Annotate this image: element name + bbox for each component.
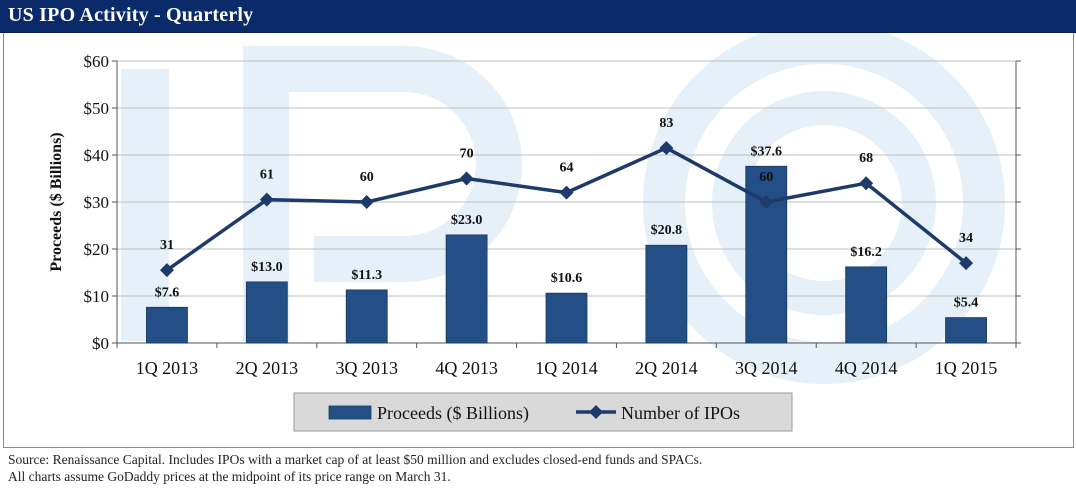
proceeds-bar (245, 281, 288, 344)
proceeds-bar (146, 306, 188, 344)
ipo-count-data-label: 60 (759, 170, 773, 185)
ipo-count-marker (259, 192, 274, 207)
proceeds-data-label: $13.0 (251, 260, 283, 275)
legend-bar-swatch (328, 405, 372, 420)
ipo-count-data-label: 61 (260, 168, 274, 183)
legend-label-proceeds: Proceeds ($ Billions) (377, 403, 529, 424)
proceeds-data-label: $10.6 (551, 271, 583, 286)
proceeds-bar (345, 289, 388, 344)
ipo-count-marker (959, 256, 974, 271)
ipo-count-marker (859, 176, 874, 191)
legend-label-ipo-count: Number of IPOs (621, 403, 740, 423)
y-tick-label: $60 (84, 52, 110, 71)
x-tick-label: 1Q 2015 (935, 358, 998, 378)
proceeds-data-label: $5.4 (954, 296, 979, 311)
proceeds-data-label: $16.2 (850, 245, 882, 260)
legend-marker-swatch (589, 405, 603, 419)
ipo-count-data-label: 83 (659, 116, 673, 131)
ipo-count-data-label: 60 (360, 170, 374, 185)
y-tick-label: $30 (84, 193, 110, 212)
x-tick-label: 2Q 2014 (635, 358, 698, 378)
chart-title: US IPO Activity - Quarterly (8, 4, 254, 26)
proceeds-bar (845, 266, 888, 344)
x-tick-label: 4Q 2014 (835, 358, 898, 378)
legend-box (293, 392, 793, 432)
chart-frame: $0 $10 $20 $30 $40 $50 $60 Proceeds ($ Billions… (3, 33, 1074, 448)
watermark-letter-o-outer (643, 33, 1005, 384)
proceeds-bar (445, 234, 488, 344)
ipo-combo-chart: $0 $10 $20 $30 $40 $50 $60 Proceeds ($ Billions… (48, 33, 1021, 432)
ipo-count-marker (759, 195, 774, 209)
x-tick-label: 1Q 2014 (535, 358, 598, 378)
ipo-count-data-label: 34 (959, 231, 973, 246)
ipo-count-marker (659, 140, 674, 155)
y-tick-label: $0 (92, 334, 109, 353)
ipo-count-marker (559, 185, 574, 200)
x-tick-label: 2Q 2013 (236, 358, 299, 378)
ipo-count-data-label: 70 (460, 147, 474, 162)
y-tick-label: $40 (84, 146, 110, 165)
y-tick-label: $50 (84, 99, 110, 118)
proceeds-data-label: $11.3 (351, 268, 382, 283)
ipo-count-data-label: 64 (560, 161, 574, 176)
ipo-count-data-label: 31 (160, 238, 174, 253)
source-note-line-1: Source: Renaissance Capital. Includes IP… (8, 452, 703, 467)
ipo-count-marker (459, 171, 474, 186)
proceeds-data-label: $20.8 (651, 223, 683, 238)
proceeds-data-label: $7.6 (155, 285, 180, 300)
proceeds-bar (545, 292, 588, 344)
x-tick-label: 3Q 2013 (335, 358, 398, 378)
watermark-letter-p (243, 46, 522, 341)
y-tick-label: $10 (84, 287, 110, 306)
proceeds-data-label: $23.0 (451, 213, 483, 228)
x-tick-label: 1Q 2013 (136, 358, 199, 378)
ipo-count-marker (359, 195, 374, 209)
y-axis-title: Proceeds ($ Billions) (48, 132, 65, 271)
ipo-count-marker (159, 263, 174, 278)
proceeds-data-label: $37.6 (751, 144, 783, 159)
source-note: Source: Renaissance Capital. Includes IP… (8, 451, 1068, 485)
proceeds-bar (945, 317, 987, 344)
x-tick-label: 3Q 2014 (735, 358, 798, 378)
ipo-count-data-label: 68 (859, 151, 873, 166)
y-tick-label: $20 (84, 240, 110, 259)
source-note-line-2: All charts assume GoDaddy prices at the … (8, 469, 451, 484)
chart-header: US IPO Activity - Quarterly (0, 0, 1076, 33)
proceeds-bar (645, 244, 688, 344)
x-tick-label: 4Q 2013 (435, 358, 498, 378)
